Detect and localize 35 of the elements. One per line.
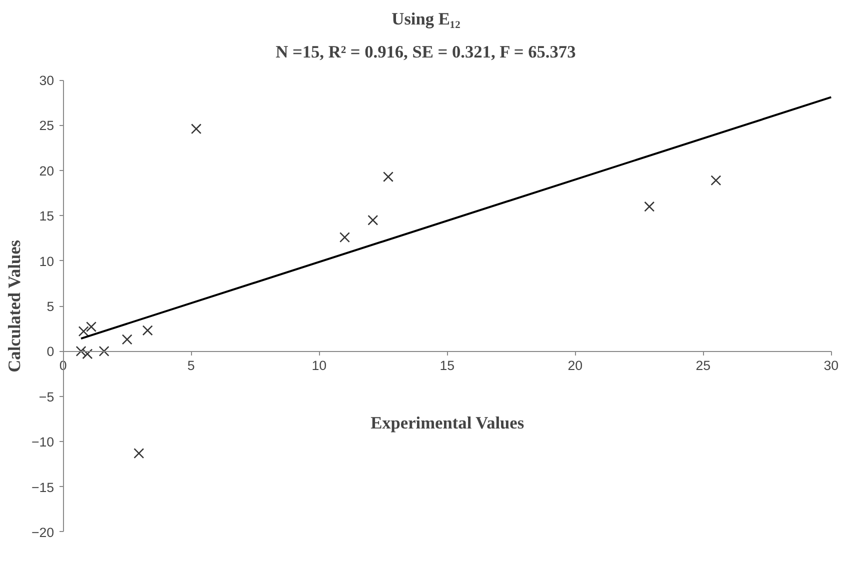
y-tick-label: −5 — [38, 389, 54, 404]
y-tick-label: 10 — [39, 254, 54, 269]
y-tick-label: 0 — [46, 344, 54, 360]
x-axis-title: Experimental Values — [370, 414, 524, 432]
y-tick-label: 5 — [46, 299, 54, 314]
point — [82, 348, 93, 360]
point — [382, 172, 394, 182]
point — [142, 325, 153, 336]
chart-title: Using E₁₂ — [392, 10, 460, 28]
point — [86, 322, 97, 332]
point — [339, 232, 350, 243]
x-tick-label: 25 — [696, 358, 711, 374]
x-tick-label: 20 — [568, 358, 583, 374]
x-tick-label: 5 — [187, 358, 195, 374]
y-tick-label: 15 — [39, 208, 54, 224]
point — [134, 448, 144, 459]
point — [78, 326, 89, 337]
y-tick-label: 25 — [39, 118, 54, 134]
y-tick-label: −15 — [31, 480, 54, 495]
y-axis-title: Calculated Values — [4, 240, 24, 372]
y-tick-label: −20 — [31, 524, 54, 540]
point — [122, 334, 132, 345]
point — [644, 201, 655, 212]
chart-subtitle: N =15, R² = 0.916, SE = 0.321, F = 65.373 — [276, 42, 576, 62]
x-tick-label: 15 — [440, 358, 455, 374]
point — [76, 346, 86, 356]
x-tick-label: 10 — [312, 358, 327, 374]
y-tick-label: −10 — [31, 434, 54, 450]
point — [98, 346, 110, 356]
y-tick-label: 20 — [39, 163, 54, 178]
point — [368, 214, 378, 226]
point — [190, 124, 202, 134]
x-tick-label: 30 — [824, 358, 839, 374]
point — [710, 175, 722, 186]
y-tick-label: 30 — [39, 73, 54, 88]
